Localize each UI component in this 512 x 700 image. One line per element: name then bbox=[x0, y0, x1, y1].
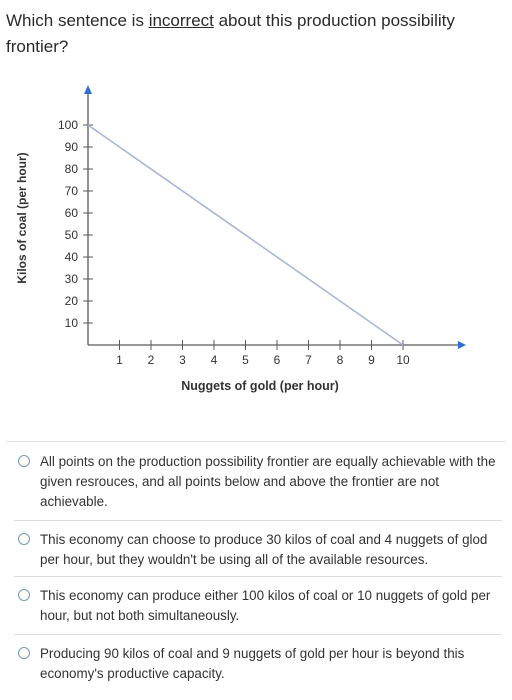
x-tick-label: 2 bbox=[148, 353, 155, 367]
y-tick-label: 50 bbox=[65, 228, 79, 242]
radio-button-icon[interactable] bbox=[18, 533, 30, 545]
answer-option-3[interactable]: This economy can produce either 100 kilo… bbox=[18, 586, 498, 626]
answer-option-4-text: Producing 90 kilos of coal and 9 nuggets… bbox=[40, 646, 465, 681]
answer-option-2[interactable]: This economy can choose to produce 30 ki… bbox=[18, 530, 498, 570]
y-tick-label: 80 bbox=[65, 162, 79, 176]
x-tick-label: 10 bbox=[396, 353, 410, 367]
options-divider bbox=[6, 441, 506, 442]
radio-button-icon[interactable] bbox=[18, 455, 30, 467]
answer-option-3-text: This economy can produce either 100 kilo… bbox=[40, 588, 491, 623]
question-suffix: about this production possibility fronti… bbox=[6, 11, 455, 56]
y-tick-label: 10 bbox=[65, 316, 79, 330]
question-prefix: Which sentence is bbox=[6, 11, 149, 30]
x-tick-label: 4 bbox=[211, 353, 218, 367]
y-tick-label: 60 bbox=[65, 206, 79, 220]
x-tick-label: 6 bbox=[274, 353, 281, 367]
answer-option-2-text: This economy can choose to produce 30 ki… bbox=[40, 532, 488, 567]
radio-button-icon[interactable] bbox=[18, 647, 30, 659]
option-divider bbox=[14, 634, 502, 635]
x-axis-arrow-icon bbox=[458, 341, 466, 349]
question-text: Which sentence is incorrect about this p… bbox=[6, 8, 496, 60]
y-axis-arrow-icon bbox=[84, 85, 92, 94]
radio-button-icon[interactable] bbox=[18, 589, 30, 601]
x-tick-label: 9 bbox=[368, 353, 375, 367]
answer-option-1-text: All points on the production possibility… bbox=[40, 454, 496, 509]
y-tick-label: 30 bbox=[65, 272, 79, 286]
ppf-chart: 1 2 3 4 5 6 7 8 9 10 10 20 30 40 50 60 70 80 90 100 Nuggets … bbox=[0, 70, 512, 410]
ppf-frontier-line bbox=[87, 124, 404, 346]
x-tick-label: 8 bbox=[337, 353, 344, 367]
y-tick-label: 90 bbox=[65, 140, 79, 154]
ppf-chart-svg: 1 2 3 4 5 6 7 8 9 10 10 20 30 40 50 60 70 80 90 100 Nuggets … bbox=[15, 85, 466, 393]
y-tick-label: 100 bbox=[58, 118, 78, 132]
option-divider bbox=[14, 576, 502, 577]
x-tick-label: 1 bbox=[116, 353, 123, 367]
y-tick-label: 20 bbox=[65, 294, 79, 308]
question-emphasis: incorrect bbox=[148, 11, 214, 30]
x-tick-label: 7 bbox=[305, 353, 312, 367]
answer-option-1[interactable]: All points on the production possibility… bbox=[18, 452, 498, 512]
x-axis-label: Nuggets of gold (per hour) bbox=[181, 379, 339, 393]
y-tick-label: 70 bbox=[65, 184, 79, 198]
y-tick-label: 40 bbox=[65, 250, 79, 264]
x-tick-label: 3 bbox=[179, 353, 186, 367]
y-axis-label: Kilos of coal (per hour) bbox=[15, 152, 29, 283]
x-tick-label: 5 bbox=[242, 353, 249, 367]
option-divider bbox=[14, 520, 502, 521]
answer-option-4[interactable]: Producing 90 kilos of coal and 9 nuggets… bbox=[18, 644, 498, 684]
